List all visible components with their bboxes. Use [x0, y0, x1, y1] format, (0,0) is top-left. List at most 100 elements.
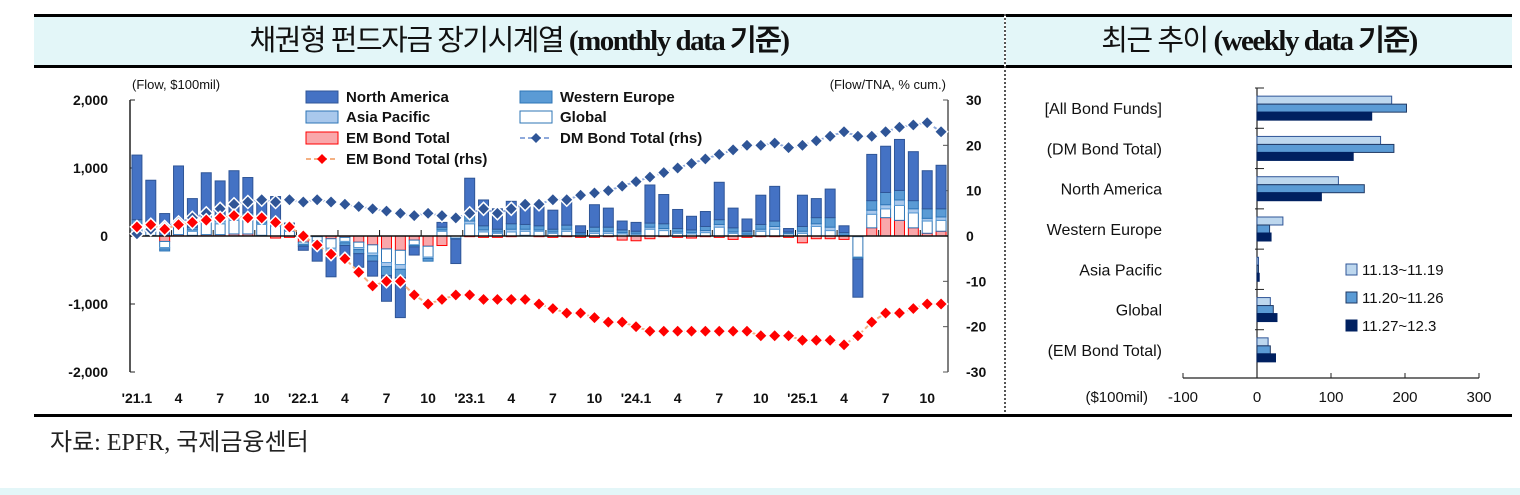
weekly-bar — [1256, 313, 1278, 323]
em-bond-total-point — [129, 219, 145, 235]
bar-global — [519, 230, 531, 236]
bar-western-europe — [588, 226, 600, 232]
em-bond-total-point — [254, 210, 270, 226]
bar-north-america — [686, 215, 697, 231]
dm-bond-total-point — [864, 128, 880, 144]
bottom-rule — [34, 414, 1512, 417]
em-bond-total-point — [378, 273, 395, 289]
dm-bond-total-point — [670, 160, 686, 176]
x-tick-label: 4 — [840, 390, 848, 406]
bar-north-america — [602, 207, 614, 228]
legend-swatch-marker — [531, 133, 541, 143]
bar-western-europe — [367, 255, 379, 262]
bar-asia-pacific — [866, 209, 878, 215]
value-tick-label: 0 — [1253, 389, 1261, 406]
x-tick-label: 10 — [420, 390, 436, 406]
em-bond-total-point — [434, 291, 450, 308]
legend-label: DM Bond Total (rhs) — [560, 130, 702, 147]
bar-global — [866, 213, 878, 229]
right-y-tick-label: 30 — [966, 92, 982, 108]
em-bond-total-point — [503, 291, 519, 308]
bar-em-bond-total — [796, 235, 808, 244]
em-bond-total-point — [170, 217, 187, 233]
dm-bond-total-point — [323, 194, 339, 210]
x-tick-label: '24.1 — [621, 390, 652, 406]
bar-western-europe — [921, 208, 933, 219]
x-tick-label: 10 — [587, 390, 603, 406]
bar-north-america — [644, 184, 656, 224]
dm-bond-total-point — [780, 140, 797, 156]
dm-bond-total-point — [933, 124, 949, 140]
weekly-bar — [1256, 95, 1393, 105]
bar-global — [408, 239, 420, 246]
em-bond-total-point — [739, 323, 755, 339]
left-title-english: (monthly data 기준) — [568, 25, 790, 57]
em-bond-total-point — [683, 323, 700, 339]
bar-global — [713, 226, 725, 237]
x-tick-label: '22.1 — [288, 390, 319, 406]
dm-bond-total-point — [683, 155, 700, 172]
legend-label: EM Bond Total (rhs) — [346, 151, 487, 168]
x-tick-label: 4 — [341, 390, 349, 406]
bar-north-america — [727, 207, 739, 229]
dm-bond-total-point — [309, 192, 325, 208]
x-tick-label: 7 — [549, 390, 557, 406]
legend-label: Asia Pacific — [346, 109, 430, 126]
bar-asia-pacific — [907, 208, 919, 214]
category-label: Western Europe — [1047, 222, 1162, 239]
dm-bond-total-point — [517, 196, 533, 212]
weekly-bar — [1256, 305, 1274, 315]
bar-em-bond-total — [159, 235, 171, 242]
em-bond-total-point — [240, 210, 256, 226]
em-bond-total-point — [767, 328, 783, 344]
value-tick-label: -100 — [1168, 389, 1198, 406]
bar-global — [186, 230, 198, 236]
bar-western-europe — [644, 222, 656, 228]
em-bond-total-point — [614, 314, 630, 330]
value-axis-unit: ($100mil) — [1085, 389, 1148, 406]
dm-bond-total-point — [531, 196, 547, 212]
legend-label: 11.27~12.3 — [1362, 318, 1436, 335]
dm-bond-total-point — [725, 142, 741, 158]
weekly-bar — [1256, 151, 1354, 161]
em-bond-total-point — [919, 296, 935, 312]
em-bond-total-point — [351, 264, 367, 280]
x-tick-label: 7 — [882, 390, 890, 406]
bar-western-europe — [353, 249, 365, 255]
dm-bond-total-point — [711, 146, 727, 162]
bar-north-america — [450, 238, 462, 265]
bar-western-europe — [658, 223, 670, 230]
bar-north-america — [131, 154, 143, 221]
bar-north-america — [741, 218, 753, 232]
legend-swatch — [1345, 319, 1358, 332]
weekly-bar — [1256, 192, 1322, 202]
bar-western-europe — [159, 248, 171, 252]
dm-bond-total-point — [545, 192, 561, 208]
bar-north-america — [547, 209, 559, 230]
bar-north-america — [796, 194, 808, 227]
em-bond-total-point — [365, 278, 381, 294]
weekly-bar — [1256, 216, 1284, 226]
bar-western-europe — [713, 219, 725, 225]
bar-western-europe — [561, 224, 573, 230]
bar-north-america — [297, 245, 309, 251]
em-bond-total-point — [836, 337, 852, 353]
right-y-tick-label: 0 — [966, 228, 974, 244]
dm-bond-total-point — [406, 208, 422, 224]
legend-swatch — [1345, 291, 1358, 304]
bar-western-europe — [796, 225, 808, 232]
bar-global — [367, 244, 379, 254]
weekly-bar — [1256, 345, 1271, 355]
em-bond-total-point — [697, 323, 713, 339]
dm-bond-total-point — [448, 210, 464, 226]
legend-label: Global — [560, 109, 607, 126]
right-y-tick-label: -30 — [966, 364, 986, 380]
value-tick-label: 200 — [1392, 389, 1417, 406]
bar-em-bond-total — [907, 227, 919, 237]
dm-bond-total-point — [753, 137, 769, 153]
weekly-bar — [1256, 176, 1339, 186]
panel-divider — [1004, 14, 1006, 416]
bar-asia-pacific — [394, 264, 406, 270]
weekly-bar — [1256, 264, 1259, 274]
